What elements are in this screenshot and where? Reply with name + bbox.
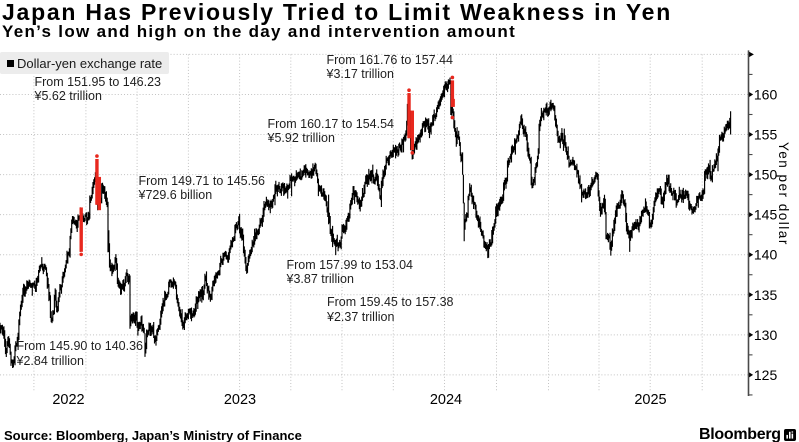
logo-bar xyxy=(791,433,793,439)
annotation-intervention-oct21-2022: From 151.95 to 146.23 ¥5.62 trillion xyxy=(35,75,161,104)
y-tick-label: 145 xyxy=(754,207,778,223)
annotation-range: From 161.76 to 157.44 xyxy=(326,52,453,67)
annotation-range: From 160.17 to 154.54 xyxy=(267,116,394,131)
annotation-amount: ¥2.84 trillion xyxy=(16,353,84,368)
y-tick-arrow xyxy=(749,332,754,338)
intervention-dot xyxy=(410,151,415,155)
intervention-dot xyxy=(450,115,455,120)
chart-title: Japan Has Previously Tried to Limit Weak… xyxy=(2,0,673,25)
y-tick-arrow xyxy=(749,91,754,97)
bloomberg-wordmark: Bloomberg xyxy=(699,426,796,442)
annotation-intervention-jul11-2024: From 161.76 to 157.44 ¥3.17 trillion xyxy=(327,53,453,82)
intervention-dot xyxy=(450,75,455,80)
intervention-dot xyxy=(95,154,99,158)
y-tick-arrow xyxy=(749,372,754,378)
y-tick-label: 160 xyxy=(754,86,778,102)
y-axis-top-arrow xyxy=(749,51,754,58)
annotation-range: From 151.95 to 146.23 xyxy=(34,74,161,89)
source-note: Source: Bloomberg, Japan’s Ministry of F… xyxy=(4,428,302,442)
x-tick-label: 2023 xyxy=(224,392,256,408)
intervention-dot xyxy=(407,88,411,93)
legend-swatch-icon xyxy=(7,59,14,67)
y-tick-arrow xyxy=(749,212,754,218)
annotation-range: From 149.71 to 145.56 xyxy=(138,173,265,188)
legend: Dollar-yen exchange rate xyxy=(0,52,170,74)
annotation-amount: ¥5.62 trillion xyxy=(34,89,102,103)
y-tick-label: 130 xyxy=(754,327,778,343)
annotation-range: From 145.90 to 140.36 xyxy=(16,339,143,353)
y-tick-arrow xyxy=(749,252,754,258)
y-tick-arrow xyxy=(749,172,754,178)
y-tick-label: 125 xyxy=(754,367,778,383)
logo-bar xyxy=(786,434,788,439)
annotation-intervention-jul12-2024: From 159.45 to 157.38 ¥2.37 trillion xyxy=(327,295,453,324)
x-tick-label: 2025 xyxy=(634,392,666,408)
annotation-intervention-may1-2024: From 157.99 to 153.04 ¥3.87 trillion xyxy=(287,258,413,287)
annotation-amount: ¥729.6 billion xyxy=(138,188,213,202)
chart-subtitle: Yen’s low and high on the day and interv… xyxy=(2,22,517,41)
annotation-range: From 159.45 to 157.38 xyxy=(327,295,454,309)
annotation-intervention-sep22-2022: From 145.90 to 140.36 ¥2.84 trillion xyxy=(17,339,143,368)
y-axis-title: Yen per dollar xyxy=(776,142,791,246)
logo-bar xyxy=(788,431,791,439)
annotation-amount: ¥3.17 trillion xyxy=(326,67,394,81)
y-tick-label: 150 xyxy=(754,167,778,183)
annotation-amount: ¥5.92 trillion xyxy=(267,131,335,145)
x-tick-label: 2022 xyxy=(52,392,84,408)
annotation-range: From 157.99 to 153.04 xyxy=(286,257,413,272)
y-tick-label: 140 xyxy=(754,247,778,263)
bloomberg-wordmark-text: Bloomberg xyxy=(699,426,781,442)
annotation-intervention-apr29-2024: From 160.17 to 154.54 ¥5.92 trillion xyxy=(268,117,394,146)
logo-dot xyxy=(791,431,793,433)
bloomberg-logo-icon xyxy=(783,429,796,441)
annotation-intervention-oct24-2022: From 149.71 to 145.56 ¥729.6 billion xyxy=(139,174,265,203)
x-tick-label: 2024 xyxy=(430,392,462,408)
annotation-amount: ¥3.87 trillion xyxy=(286,272,354,286)
y-tick-label: 155 xyxy=(754,127,778,143)
y-tick-label: 135 xyxy=(754,287,778,303)
y-tick-arrow xyxy=(749,132,754,138)
legend-label: Dollar-yen exchange rate xyxy=(17,55,163,71)
annotation-amount: ¥2.37 trillion xyxy=(327,309,395,324)
intervention-dot xyxy=(79,252,83,257)
y-tick-arrow xyxy=(749,292,754,298)
